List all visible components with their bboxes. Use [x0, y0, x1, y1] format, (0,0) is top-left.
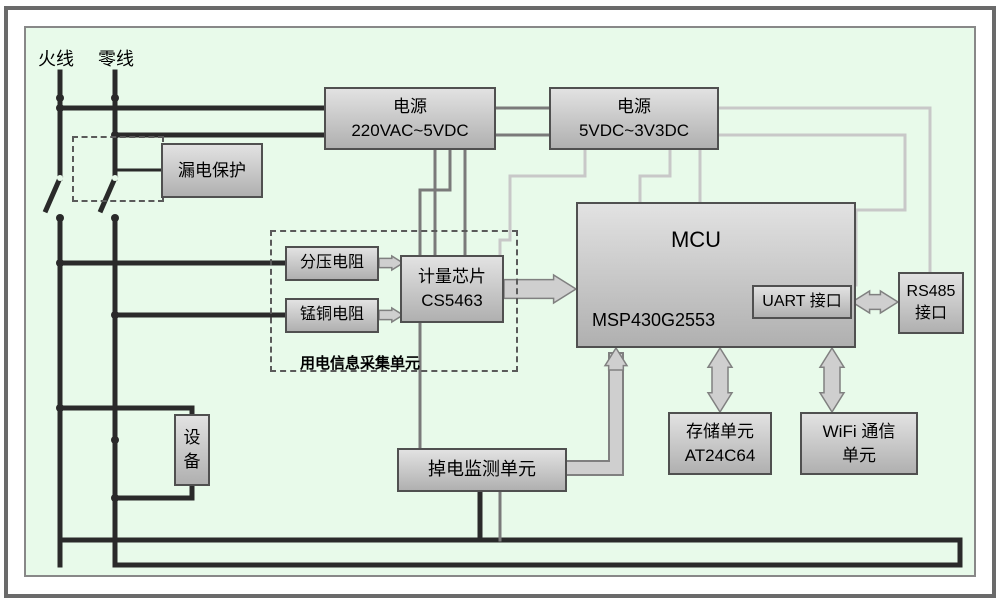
uart-line-0: UART 接口 — [762, 291, 841, 313]
storage: 存储单元AT24C64 — [668, 412, 772, 475]
leak-dashed — [72, 136, 164, 202]
device-line-1: 备 — [184, 450, 201, 474]
label-acq-unit: 用电信息采集单元 — [300, 352, 420, 373]
label-neutral: 零线 — [98, 45, 134, 71]
rs485: RS485接口 — [898, 272, 964, 334]
diagram-stage: 电源220VAC~5VDC电源5VDC~3V3DC漏电保护分压电阻锰铜电阻计量芯… — [0, 0, 1000, 603]
psu1-line-0: 电源 — [393, 95, 427, 119]
psu2-line-0: 电源 — [617, 95, 651, 119]
shunt-r-line-0: 锰铜电阻 — [300, 304, 364, 326]
leak-line-0: 漏电保护 — [178, 159, 246, 183]
divider-r-line-0: 分压电阻 — [300, 252, 364, 274]
divider-r: 分压电阻 — [285, 246, 379, 281]
shunt-r: 锰铜电阻 — [285, 298, 379, 333]
label-live: 火线 — [38, 45, 74, 71]
mcu-model: MSP430G2553 — [592, 310, 715, 331]
rs485-line-0: RS485 — [907, 281, 956, 303]
leak: 漏电保护 — [161, 143, 263, 198]
psu2-line-1: 5VDC~3V3DC — [579, 119, 689, 143]
storage-line-0: 存储单元 — [686, 420, 754, 444]
rs485-line-1: 接口 — [915, 303, 947, 325]
mcu-title: MCU — [671, 227, 721, 253]
device: 设备 — [174, 414, 210, 486]
pwroff: 掉电监测单元 — [397, 448, 567, 492]
device-line-0: 设 — [184, 426, 201, 450]
uart: UART 接口 — [752, 285, 852, 319]
psu1: 电源220VAC~5VDC — [324, 87, 496, 150]
wifi-line-0: WiFi 通信 — [823, 420, 896, 444]
wifi-line-1: 单元 — [842, 444, 876, 468]
meter-chip-line-1: CS5463 — [421, 289, 482, 313]
psu1-line-1: 220VAC~5VDC — [351, 119, 468, 143]
psu2: 电源5VDC~3V3DC — [549, 87, 719, 150]
meter-chip-line-0: 计量芯片 — [418, 265, 486, 289]
storage-line-1: AT24C64 — [685, 444, 756, 468]
pwroff-line-0: 掉电监测单元 — [428, 457, 536, 482]
meter-chip: 计量芯片CS5463 — [400, 255, 504, 323]
wifi: WiFi 通信单元 — [800, 412, 918, 475]
